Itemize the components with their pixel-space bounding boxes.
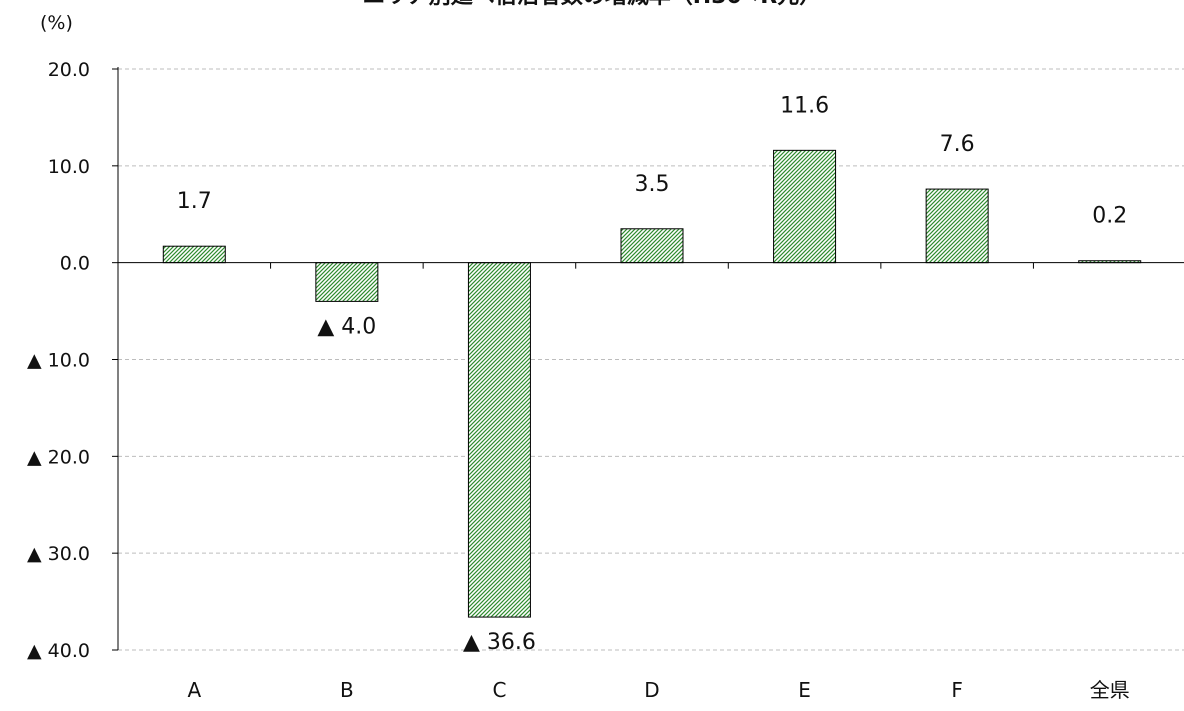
data-label: 0.2: [1092, 204, 1127, 229]
x-category-label: B: [340, 678, 354, 702]
x-category-label: D: [644, 678, 659, 702]
bar-D: [620, 228, 684, 264]
axes: 20.0 10.0 0.0 ▲ 10.0 ▲ 20.0 ▲ 30.0 ▲ 40.0 A B C D E…: [27, 59, 1184, 702]
data-labels: 1.7 ▲ 4.0 ▲ 36.6 3.5 11.6 7.6 0.2: [177, 93, 1127, 655]
data-label: 1.7: [177, 189, 212, 214]
y-tick-label: ▲ 10.0: [27, 350, 90, 372]
data-label: 7.6: [940, 132, 975, 157]
x-category-label: C: [492, 678, 506, 702]
x-category-label: 全県: [1090, 678, 1130, 702]
bar-E: [773, 149, 837, 264]
data-label: 11.6: [780, 93, 829, 118]
bars: [162, 149, 1142, 618]
bar-B: [315, 262, 379, 302]
y-tick-label: ▲ 30.0: [27, 543, 90, 565]
data-label: ▲ 4.0: [317, 314, 376, 339]
y-tick-label: ▲ 20.0: [27, 446, 90, 468]
chart-title: エリア別延べ宿泊者数の増減率（H30→R元）: [0, 0, 1184, 10]
y-tick-label: 20.0: [48, 59, 90, 81]
y-tick-label: 0.0: [60, 253, 90, 275]
x-category-label: A: [187, 678, 201, 702]
x-category-label: E: [798, 678, 811, 702]
gridlines: [118, 68, 1184, 651]
x-category-label: F: [951, 678, 963, 702]
data-label: ▲ 36.6: [463, 630, 536, 655]
bar-F: [925, 188, 989, 264]
y-tick-label: 10.0: [48, 156, 90, 178]
data-label: 3.5: [635, 172, 670, 197]
bar-C: [467, 262, 531, 618]
y-axis-unit-label: (%): [40, 12, 73, 34]
bar-A: [162, 245, 226, 264]
y-tick-label: ▲ 40.0: [27, 640, 90, 662]
